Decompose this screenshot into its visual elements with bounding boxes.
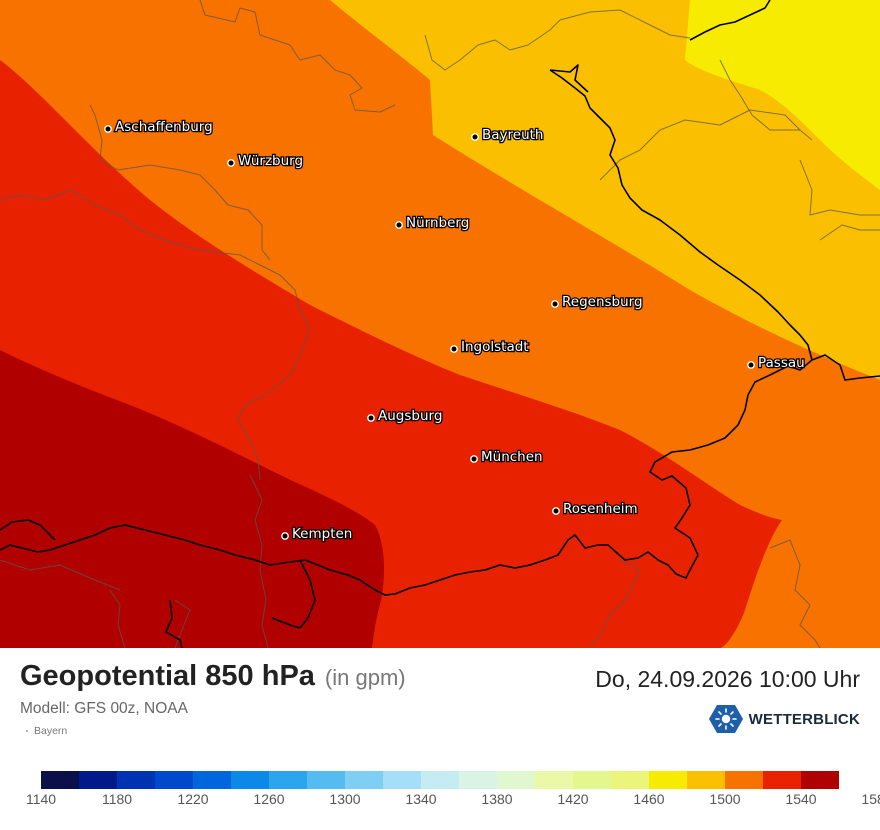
legend-tick-label: 1340: [405, 791, 437, 807]
city-kempten[interactable]: Kempten: [281, 525, 354, 543]
band-1500: [685, 0, 880, 190]
region-dot-icon: [26, 730, 28, 733]
legend-ticks: 1140 1180 1220 1260 1300 1340 1380 1420 1460 1500…: [0, 791, 880, 811]
legend-tick-label: 1460: [633, 791, 665, 807]
legend-swatch: [345, 771, 383, 789]
city-passau[interactable]: Passau: [747, 354, 806, 372]
city-label: Ingolstadt: [461, 339, 529, 355]
city-bayreuth[interactable]: Bayreuth: [471, 126, 545, 144]
legend-tick-label: 1540: [785, 791, 817, 807]
region-borders: [0, 0, 880, 648]
city-dot-icon: [471, 133, 479, 141]
legend-tick-label: 1140: [25, 791, 57, 807]
legend-swatch: [801, 771, 839, 789]
map[interactable]: Aschaffenburg Würzburg Bayreuth Nürnberg Reg…: [0, 0, 880, 648]
legend-tick-label: 1220: [177, 791, 209, 807]
city-dot-icon: [395, 221, 403, 229]
legend-tick-label: 1500: [709, 791, 741, 807]
city-label: Kempten: [292, 526, 352, 542]
legend-tick-label: 1300: [329, 791, 361, 807]
city-label: Nürnberg: [406, 215, 469, 231]
legend-swatch: [687, 771, 725, 789]
city-w-rzburg[interactable]: Würzburg: [227, 152, 304, 170]
legend-swatch: [459, 771, 497, 789]
legend-swatch: [573, 771, 611, 789]
legend-swatch: [269, 771, 307, 789]
city-dot-icon: [747, 361, 755, 369]
region-name: Bayern: [34, 725, 68, 737]
footer: Geopotential 850 hPa (in gpm) Do, 24.09.2…: [0, 648, 880, 830]
city-rosenheim[interactable]: Rosenheim: [552, 500, 639, 518]
city-dot-icon: [227, 159, 235, 167]
legend-swatch: [117, 771, 155, 789]
city-dot-icon: [104, 125, 112, 133]
city-label: Bayreuth: [482, 127, 544, 143]
city-label: Würzburg: [238, 153, 303, 169]
map-title: Geopotential 850 hPa: [20, 660, 315, 692]
legend-tick-label: 1380: [481, 791, 513, 807]
legend-swatch: [535, 771, 573, 789]
city-ingolstadt[interactable]: Ingolstadt: [450, 338, 530, 356]
legend-swatch: [231, 771, 269, 789]
city-regensburg[interactable]: Regensburg: [551, 293, 644, 311]
legend-tick-label: 1580: [861, 791, 880, 807]
legend-tick-label: 1180: [101, 791, 133, 807]
legend-swatch: [611, 771, 649, 789]
city-label: Aschaffenburg: [115, 119, 213, 135]
legend-colorbar: [41, 771, 839, 789]
legend-tick-label: 1420: [557, 791, 589, 807]
cities-layer: Aschaffenburg Würzburg Bayreuth Nürnberg Reg…: [104, 118, 806, 543]
city-n-rnberg[interactable]: Nürnberg: [395, 214, 471, 232]
legend-swatch: [193, 771, 231, 789]
city-m-nchen[interactable]: München: [470, 448, 544, 466]
legend-swatch: [421, 771, 459, 789]
band-1580: [0, 350, 384, 648]
city-dot-icon: [367, 414, 375, 422]
city-dot-icon: [552, 507, 560, 515]
map-unit: (in gpm): [324, 665, 406, 690]
title-row: Geopotential 850 hPa (in gpm): [20, 660, 406, 693]
brand-name: WETTERBLICK: [748, 710, 860, 728]
legend-swatch: [725, 771, 763, 789]
city-label: Passau: [758, 355, 805, 371]
city-label: Augsburg: [378, 408, 442, 424]
forecast-datetime: Do, 24.09.2026 10:00 Uhr: [595, 666, 860, 692]
country-borders: [0, 0, 880, 648]
region-label: Bayern: [26, 725, 67, 737]
legend-swatch: [763, 771, 801, 789]
city-aschaffenburg[interactable]: Aschaffenburg: [104, 118, 214, 136]
city-dot-icon: [281, 532, 289, 540]
city-dot-icon: [470, 455, 478, 463]
model-info: Modell: GFS 00z, NOAA: [20, 700, 188, 717]
legend-swatch: [649, 771, 687, 789]
city-label: Rosenheim: [563, 501, 638, 517]
city-label: München: [481, 449, 543, 465]
city-label: Regensburg: [562, 294, 643, 310]
city-augsburg[interactable]: Augsburg: [367, 407, 444, 425]
legend-swatch: [497, 771, 535, 789]
wetterblick-logo[interactable]: WETTERBLICK: [708, 704, 860, 734]
legend-swatch: [79, 771, 117, 789]
legend-swatch: [41, 771, 79, 789]
city-dot-icon: [450, 345, 458, 353]
city-dot-icon: [551, 300, 559, 308]
legend-swatch: [155, 771, 193, 789]
legend-tick-label: 1260: [253, 791, 285, 807]
wetterblick-logo-icon: [708, 705, 743, 733]
legend-swatch: [383, 771, 421, 789]
legend-swatch: [307, 771, 345, 789]
